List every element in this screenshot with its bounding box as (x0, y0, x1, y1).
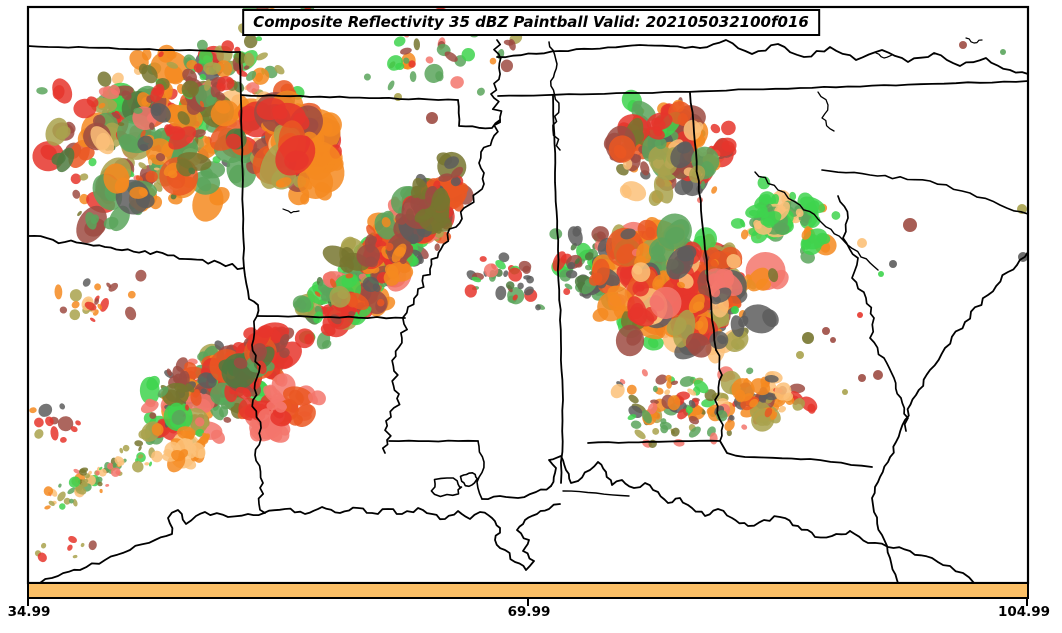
border-louisiana-mississippi (388, 439, 479, 443)
colorbar-label-right: 104.99 (997, 604, 1051, 620)
colorbar-tick-right (1026, 599, 1028, 606)
blob-cluster-nw-oklahoma-orange (238, 90, 345, 206)
border-oklahoma-east (238, 51, 245, 269)
lake-maurepas (459, 472, 479, 488)
border-florida-georgia (719, 440, 873, 468)
blob-cluster-texas-line-head (209, 322, 302, 400)
border-arkansas-louisiana (256, 315, 406, 320)
blob-cluster-texas-tail (43, 440, 156, 510)
appalachian-ridge (754, 171, 879, 271)
blob-cluster-southeast-alabama (720, 370, 818, 432)
border-tennessee-south (497, 80, 1028, 97)
blob-cluster-sw-scatter (29, 403, 81, 443)
border-tennessee-north (496, 44, 701, 59)
mobile-bay-coastline (548, 455, 579, 487)
paintball-blobs (29, 7, 1028, 563)
border-missouri-arkansas (240, 94, 459, 101)
border-kansas-oklahoma (28, 45, 241, 53)
border-missouri-bootheel (457, 99, 501, 130)
florida-west-coastline (849, 530, 975, 583)
savannah-river (837, 195, 909, 432)
border-northcarolina-southcarolina (821, 169, 1028, 215)
sabine-river (251, 315, 266, 514)
blob-cluster-texas-orange-tail (151, 426, 211, 473)
border-alabama-florida (587, 439, 721, 444)
border-mississippi-alabama (552, 94, 564, 484)
chattahoochee-river (714, 349, 724, 442)
colorbar-label-left: 34.99 (7, 604, 51, 620)
red-river (28, 235, 245, 270)
colorbar-tick-left (27, 599, 29, 606)
lake-pontchartrain (430, 477, 463, 498)
blob-cluster-texas-sw-dots (34, 535, 97, 563)
blob-cluster-arkansas-squall-head (395, 151, 474, 244)
tennessee-river (548, 41, 561, 151)
title-text: Composite Reflectivity 35 dBZ Paintball … (253, 13, 809, 31)
pearl-river (476, 440, 485, 500)
hiwassee-river (817, 91, 835, 132)
border-tennessee-northcarolina (699, 39, 1028, 75)
atlantic-coastline (871, 251, 1028, 583)
mississippi-river (381, 39, 503, 454)
map-feature-squiggle-2 (875, 52, 893, 59)
state-boundaries (28, 37, 1028, 583)
map-feature-squiggle-1 (282, 208, 300, 214)
florida-panhandle-coastline (577, 461, 851, 539)
mississippi-coastline (481, 485, 552, 500)
colorbar-tick-middle (527, 599, 529, 606)
blob-cluster-georgia-green (730, 176, 841, 264)
isolated-blobs (394, 41, 1028, 395)
blob-cluster-mississippi-mid-scatter (464, 252, 546, 311)
louisiana-coastline (263, 503, 561, 571)
border-arkansas-texas (243, 267, 260, 317)
blob-cluster-west-scatter (54, 269, 147, 322)
map-feature-squiggle-3 (965, 37, 983, 44)
texas-coastline (39, 509, 265, 583)
colorbar (27, 582, 1029, 599)
title-box: Composite Reflectivity 35 dBZ Paintball … (242, 9, 820, 36)
colorbar-label-middle: 69.99 (507, 604, 551, 620)
border-alabama-georgia (689, 92, 717, 351)
barrier-islands (562, 490, 630, 497)
blob-cluster-alabama-south-scatter (610, 366, 760, 448)
